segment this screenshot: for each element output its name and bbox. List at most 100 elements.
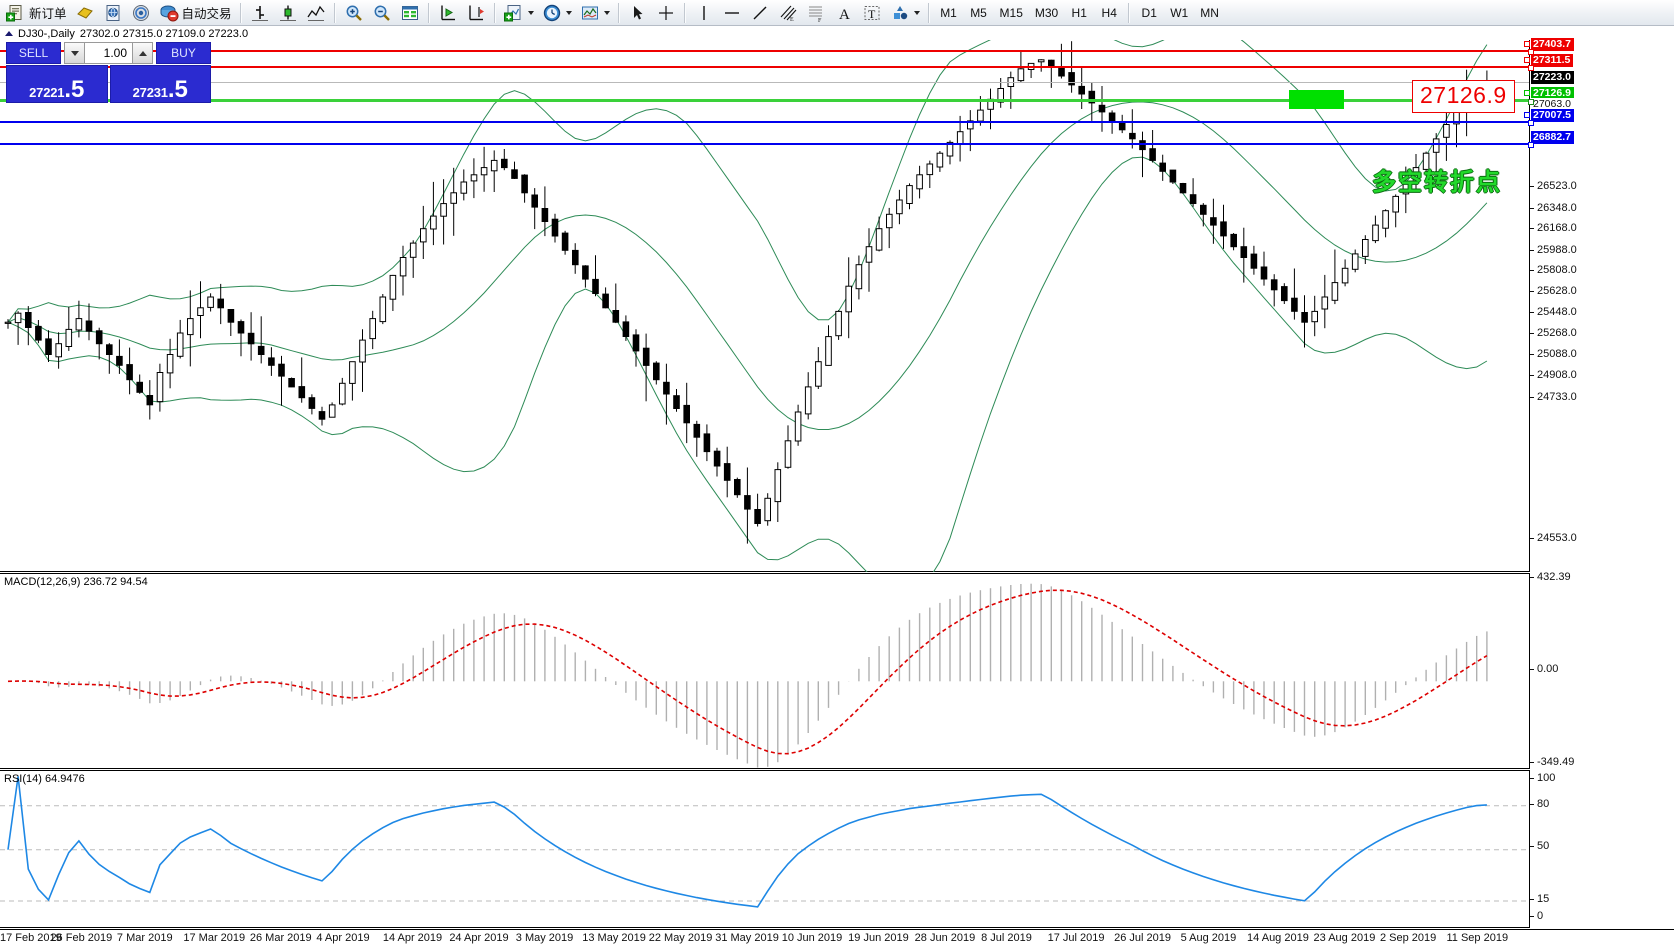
chevron-down-icon[interactable] [565,10,572,15]
toolbar-separator [683,2,686,23]
line-anchor[interactable] [1528,120,1534,126]
time-axis-label: 7 Mar 2019 [116,932,173,944]
tag-resistance-upper[interactable]: 27403.7 [1531,38,1574,51]
chart-shift-icon [466,3,486,23]
level-line-27403[interactable] [0,49,1534,55]
line-anchor[interactable] [1528,99,1534,105]
tag-support-lower[interactable]: 26882.7 [1531,131,1574,144]
volume-input[interactable]: 1.00 [85,43,132,63]
period-button[interactable] [538,1,576,25]
collapse-triangle-icon[interactable] [5,31,13,36]
line-axis-handle[interactable] [1524,41,1530,47]
chinese-annotation[interactable]: 多空转折点 [1372,169,1502,196]
chevron-down-icon[interactable] [527,10,534,15]
trendline-button[interactable] [746,1,774,25]
price-axis-tick: 26168.0 [1530,222,1577,234]
volume-increment-button[interactable] [132,43,152,63]
new-order-button[interactable]: 新订单 [2,1,71,25]
time-axis-label: 26 Feb 2019 [50,932,113,944]
macd-axis[interactable]: 432.39 0.00 -349.49 [1529,571,1674,769]
line-chart-button[interactable] [302,1,330,25]
auto-scroll-button[interactable] [434,1,462,25]
macd-chart-canvas [7,583,1488,768]
bar-chart-button[interactable] [246,1,274,25]
tag-resistance-lower[interactable]: 27311.5 [1531,54,1574,67]
text-box-button[interactable]: T [858,1,886,25]
line-anchor[interactable] [1528,65,1534,71]
macd-pane[interactable]: MACD(12,26,9) 236.72 94.54 [0,573,1529,769]
sell-price-button[interactable]: 27221 .5 [6,65,108,103]
vertical-line-button[interactable] [690,1,718,25]
candlestick-chart-button[interactable] [274,1,302,25]
equidistant-channel-icon: E [778,3,798,23]
time-axis[interactable]: 17 Feb 2019 26 Feb 2019 7 Mar 2019 17 Mar 2… [0,929,1674,947]
auto-trading-icon [159,3,179,23]
data-window-icon [400,3,420,23]
crosshair-icon [656,3,676,23]
shapes-button[interactable] [886,1,924,25]
templates-icon [580,3,600,23]
chevron-down-icon[interactable] [913,10,920,15]
buy-price-button[interactable]: 27231 .5 [109,65,211,103]
line-anchor[interactable] [1528,142,1534,148]
rsi-axis-tick: 100 [1530,772,1555,784]
line-anchor[interactable] [1528,49,1534,55]
line-axis-handle[interactable] [1524,90,1530,96]
tag-bid[interactable]: 27063.0 [1531,98,1574,111]
time-axis-label: 26 Jul 2019 [1114,932,1171,944]
time-axis-label: 2 Sep 2019 [1380,932,1437,944]
chart-shift-button[interactable] [462,1,490,25]
expert-advisor-button[interactable] [71,1,99,25]
volume-decrement-button[interactable] [65,43,85,63]
mql5-community-button[interactable] [99,1,127,25]
rsi-pane[interactable]: RSI(14) 64.9476 [0,770,1529,928]
rsi-axis[interactable]: 100 80 50 15 0 [1529,770,1674,928]
price-pane[interactable] [0,40,1529,572]
zoom-in-button[interactable] [340,1,368,25]
level-line-27126[interactable] [0,99,1534,105]
timeframe-m30[interactable]: M30 [1034,5,1059,20]
auto-trading-button[interactable]: 自动交易 [155,1,236,25]
fibonacci-button[interactable]: F [802,1,830,25]
tag-last-price[interactable]: 27223.0 [1531,71,1574,84]
line-axis-handle[interactable] [1524,57,1530,63]
vertical-line-icon [694,3,714,23]
cursor-button[interactable] [624,1,652,25]
level-line-27311[interactable] [0,65,1534,71]
add-indicator-button[interactable] [500,1,538,25]
svg-text:A: A [839,7,850,23]
timeframe-m15[interactable]: M15 [999,5,1023,20]
timeframe-m5[interactable]: M5 [970,5,987,20]
chart-header: DJ30-,Daily 27302.0 27315.0 27109.0 2722… [0,27,248,40]
crosshair-button[interactable] [652,1,680,25]
data-window-button[interactable] [396,1,424,25]
line-axis-handle[interactable] [1524,112,1530,118]
timeframe-m1[interactable]: M1 [940,5,957,20]
zoom-out-button[interactable] [368,1,396,25]
templates-button[interactable] [576,1,614,25]
tag-pivot-green[interactable]: 27126.9 [1531,87,1574,100]
equidistant-channel-button[interactable]: E [774,1,802,25]
toolbar-separator [333,2,336,23]
chevron-down-icon[interactable] [603,10,610,15]
timeframe-d1[interactable]: D1 [1141,5,1157,20]
price-axis[interactable]: 26523.0 26348.0 26168.0 25988.0 25808.0 25628… [1524,38,1674,572]
price-callout[interactable]: 27126.9 [1412,80,1515,113]
highlight-zone[interactable] [1289,90,1344,109]
timeframe-h4[interactable]: H4 [1101,5,1117,20]
sell-button-label[interactable]: SELL [6,42,61,64]
text-label-button[interactable]: A [830,1,858,25]
buy-button-label[interactable]: BUY [156,42,211,64]
level-line-26882[interactable] [0,142,1534,148]
signals-button[interactable] [127,1,155,25]
time-axis-label: 10 Jun 2019 [781,932,843,944]
volume-stepper[interactable]: 1.00 [64,42,153,64]
horizontal-line-button[interactable] [718,1,746,25]
level-line-27007[interactable] [0,120,1534,126]
timeframe-h1[interactable]: H1 [1071,5,1087,20]
svg-text:F: F [818,18,822,23]
timeframe-mn[interactable]: MN [1200,5,1219,20]
timeframe-w1[interactable]: W1 [1170,5,1189,20]
tag-support-upper[interactable]: 27007.5 [1531,109,1574,122]
rsi-axis-tick: 0 [1530,910,1543,922]
